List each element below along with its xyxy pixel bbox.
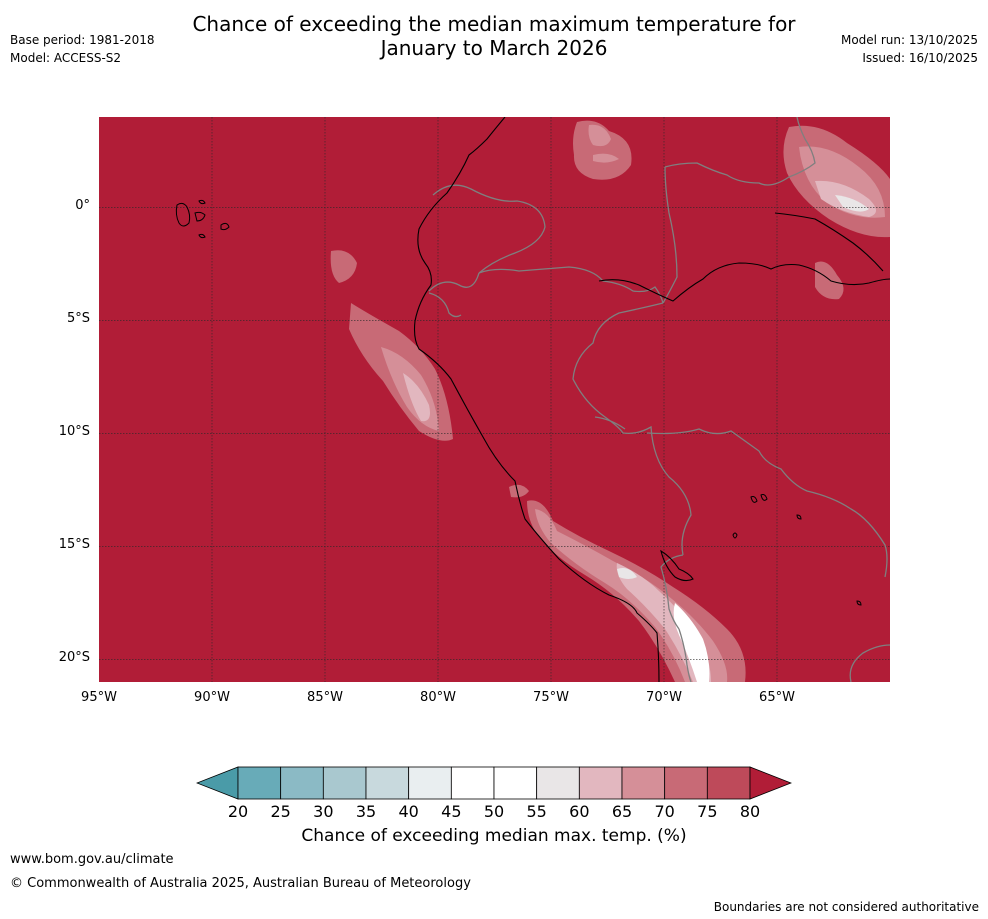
colorbar-tick: 35 [355,802,377,821]
colorbar-bin [664,766,708,800]
border-peru-brazil [572,302,692,556]
colorbar-tick: 45 [441,802,462,821]
patch-andes-core [673,603,710,682]
lon-tick-label: 95°W [81,690,117,705]
coast-north-river [774,212,884,272]
patch-coast-small [509,484,529,498]
lat-tick-label: 5°S [66,311,90,327]
lon-tick-label: 65°W [759,690,795,705]
lon-tick-label: 75°W [533,690,569,705]
patch-north-central-inner [588,124,611,147]
colorbar-tick: 20 [227,802,249,821]
colorbar-bin [322,766,367,800]
galapagos-small-1 [198,199,206,205]
patch-east-small [815,261,844,300]
coast-lake-titicaca [660,549,694,582]
lat-tick-label: 20°S [58,650,90,666]
island-lake-4 [796,514,802,520]
border-colombia-venezuela [662,166,678,304]
border-colombia-ecuador [432,184,546,274]
meta-left: Base period: 1981-2018 Model: ACCESS-S2 [10,31,155,67]
footer-note: Boundaries are not considered authoritat… [713,900,979,914]
island-lake-5 [856,600,862,606]
colorbar-bin [706,766,751,800]
coast-pacific [413,117,660,682]
border-paraguay [849,644,890,682]
galapagos-isabela [175,202,191,227]
colorbar-tick: 80 [739,802,761,821]
galapagos-small-2 [198,233,206,239]
colorbar-bin [621,766,666,800]
title-line-2: January to March 2026 [380,36,608,60]
colorbar-tick: 25 [270,802,291,821]
colorbar-tick: 65 [611,802,633,821]
colorbar-over-arrow [749,766,792,800]
patch-north-central-inner2 [593,153,619,163]
border-peru-colombia [478,266,664,304]
lat-tick-label: 10°S [58,424,90,440]
colorbar-tick: 30 [313,802,334,821]
border-bolivia-south [678,628,692,682]
colorbar-tick: 70 [654,802,675,821]
colorbar-bin [408,766,452,800]
lon-tick-label: 90°W [194,690,230,705]
colorbar-bin [280,766,324,800]
colorbar-tick: 55 [526,802,547,821]
lon-tick-label: 85°W [307,690,343,705]
border-brazil-interior [594,416,626,430]
footer-copyright: © Commonwealth of Australia 2025, Austra… [10,876,471,891]
issued-date: Issued: 16/10/2025 [862,51,978,65]
colorbar [196,766,792,800]
island-lake-1 [732,532,738,539]
galapagos-san-cristobal [220,222,230,231]
islands [175,199,862,606]
map-background [99,117,890,682]
graticule [99,117,890,682]
title-line-1: Chance of exceeding the median maximum t… [192,12,796,36]
lat-tick-label: 15°S [58,537,90,553]
coastlines [413,117,890,682]
colorbar-bin [578,766,623,800]
colorbar-bin [365,766,410,800]
probability-map [99,117,890,682]
colorbar-tick: 40 [398,802,419,821]
patch-offshore-north [330,250,357,283]
anomaly-patches [330,120,890,682]
colorbar-tick: 50 [483,802,505,821]
patch-north-central [573,120,632,180]
colorbar-under-arrow [196,766,239,800]
footer-url[interactable]: www.bom.gov.au/climate [10,852,174,867]
lon-tick-label: 70°W [646,690,682,705]
border-ecuador-peru [428,272,480,292]
border-brazil-venezuela [664,117,816,186]
meta-right: Model run: 13/10/2025 Issued: 16/10/2025 [841,31,978,67]
colorbar-bin [237,766,282,800]
coast-amazon-river [598,262,890,302]
colorbar-tick: 60 [569,802,590,821]
border-bolivia-brazil [646,428,888,578]
patch-offshore-peru-inner [403,373,430,422]
base-period: Base period: 1981-2018 [10,33,155,47]
country-borders [428,117,890,682]
chart-title: Chance of exceeding the median maximum t… [0,12,988,60]
galapagos-santa-cruz [194,211,206,222]
model-run: Model run: 13/10/2025 [840,33,978,47]
lon-tick-label: 80°W [420,690,456,705]
colorbar-bin [536,766,580,800]
patch-andes-small-white [617,568,637,579]
colorbar-title: Chance of exceeding median max. temp. (%… [301,826,687,846]
island-lake-3 [760,494,768,501]
colorbar-tick: 75 [697,802,718,821]
patch-northeast-core [835,195,869,212]
colorbar-bin [493,766,538,800]
model-name: Model: ACCESS-S2 [10,51,122,65]
lat-tick-label: 0° [75,198,90,214]
border-ecuador-peru-south [428,292,462,318]
colorbar-bin [450,766,495,800]
island-lake-2 [750,496,758,503]
